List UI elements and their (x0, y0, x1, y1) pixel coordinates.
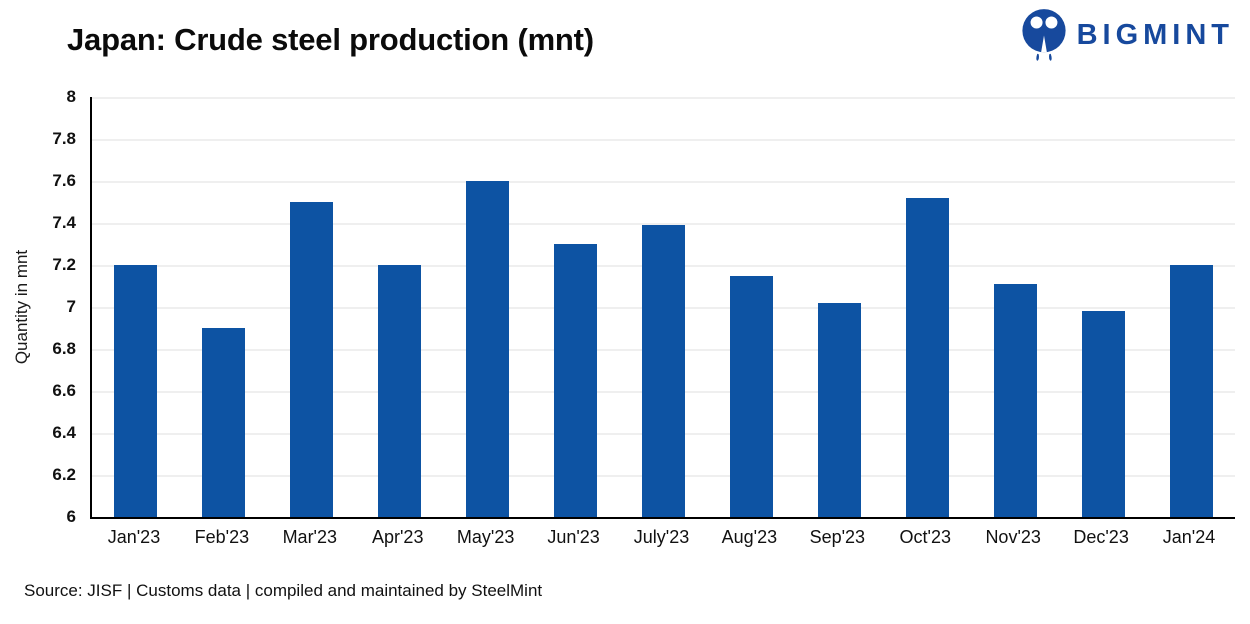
x-tick-label: Mar'23 (282, 527, 338, 547)
gridline (92, 139, 1235, 141)
y-tick-label: 6.6 (52, 381, 76, 400)
x-tick-label: Nov'23 (985, 527, 1041, 547)
brand-name: BIGMINT (1076, 18, 1234, 51)
bigmint-people-icon (1021, 9, 1066, 61)
plot-area (90, 97, 1235, 519)
bar-Oct'23 (905, 197, 949, 517)
bar-Sep'23 (817, 302, 861, 517)
x-tick-label: May'23 (456, 527, 515, 547)
x-tick-label: Jan'24 (1162, 527, 1216, 547)
x-tick-label: Oct'23 (899, 527, 951, 547)
y-tick-label: 6.8 (52, 339, 76, 358)
gridline (92, 181, 1235, 183)
bar-Nov'23 (993, 283, 1037, 517)
brand-logo: BIGMINT (1020, 8, 1234, 62)
y-tick-label: 7.8 (52, 129, 76, 148)
gridline (92, 223, 1235, 225)
y-tick-label: 6.2 (52, 465, 76, 484)
bar-May'23 (466, 181, 510, 517)
y-tick-label: 7.6 (52, 171, 76, 190)
bar-July'23 (642, 225, 685, 517)
bar-Dec'23 (1081, 311, 1125, 517)
x-tick-label: Sep'23 (809, 527, 866, 547)
y-tick-label: 6 (66, 507, 76, 526)
bar-Aug'23 (729, 275, 773, 517)
bar-Feb'23 (202, 328, 246, 517)
y-tick-label: 7.4 (52, 213, 76, 232)
y-tick-label: 8 (66, 87, 76, 106)
x-tick-label: Apr'23 (371, 527, 424, 547)
gridline (92, 97, 1235, 99)
y-tick-label: 7 (66, 297, 76, 316)
x-tick-label: Aug'23 (721, 527, 778, 547)
source-note: Source: JISF | Customs data | compiled a… (24, 581, 543, 600)
bar-Jun'23 (554, 244, 598, 517)
x-tick-label: Jun'23 (547, 527, 600, 547)
x-tick-label: Jan'23 (107, 527, 161, 547)
y-tick-label: 6.4 (52, 423, 76, 442)
chart-title: Japan: Crude steel production (mnt) (67, 22, 594, 57)
bar-Mar'23 (290, 202, 334, 517)
bar-Jan'24 (1169, 265, 1213, 517)
x-tick-label: July'23 (633, 527, 690, 547)
bar-Jan'23 (114, 265, 158, 517)
y-tick-label: 7.2 (52, 255, 76, 274)
x-tick-label: Feb'23 (194, 527, 250, 547)
bar-Apr'23 (378, 265, 422, 517)
x-tick-label: Dec'23 (1073, 527, 1129, 547)
